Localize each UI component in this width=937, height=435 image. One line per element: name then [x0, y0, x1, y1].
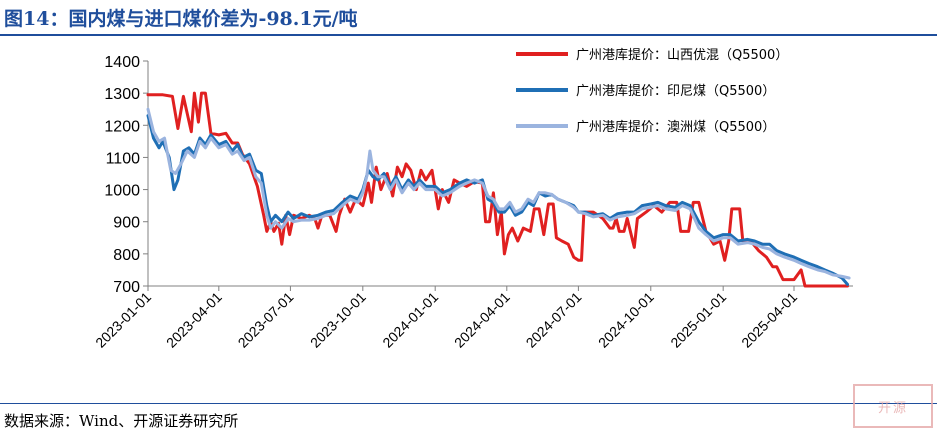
x-tick-label: 2024-10-01	[595, 289, 657, 351]
x-tick-label: 2025-04-01	[738, 289, 800, 351]
series-layer	[146, 91, 851, 288]
y-tick-label: 1200	[104, 118, 140, 135]
title-divider	[0, 34, 937, 36]
legend-label-1: 广州港库提价：山西优混（Q5500）	[576, 47, 788, 63]
x-tick-label: 2024-04-01	[451, 289, 513, 351]
y-tick-label: 1300	[104, 86, 140, 103]
y-tick-label: 700	[113, 279, 140, 296]
coal-price-line-chart: 1400 1300 1200 1100 1000 900 800 700 2023-01-01…	[92, 47, 853, 351]
x-tick-label: 2023-01-01	[92, 289, 154, 351]
watermark-logo: 开源	[853, 384, 933, 428]
y-tick-label: 900	[113, 215, 140, 232]
y-tick-label: 1100	[106, 150, 141, 167]
legend-label-2: 广州港库提价：印尼煤（Q5500）	[576, 83, 775, 99]
page-title: 图14：国内煤与进口煤价差为-98.1元/吨	[4, 8, 358, 30]
x-tick-label: 2023-07-01	[235, 289, 297, 351]
source-note: 数据来源：Wind、开源证券研究所	[4, 412, 239, 430]
series-line-2	[146, 114, 849, 286]
x-tick-label: 2023-04-01	[163, 289, 225, 351]
y-tick-label: 1000	[104, 183, 140, 200]
x-tick-label: 2024-07-01	[523, 289, 585, 351]
y-axis: 1400 1300 1200 1100 1000 900 800 700	[104, 54, 149, 296]
x-tick-label: 2025-01-01	[667, 289, 729, 351]
x-axis: 2023-01-01 2023-04-01 2023-07-01 2023-10-01…	[92, 285, 853, 351]
x-tick-label: 2024-01-01	[379, 289, 441, 351]
y-tick-label: 1400	[104, 54, 140, 71]
series-line-3	[146, 107, 851, 280]
source-divider	[0, 403, 937, 404]
legend-label-3: 广州港库提价：澳洲煤（Q5500）	[576, 119, 775, 135]
y-tick-label: 800	[113, 247, 140, 264]
legend: 广州港库提价：山西优混（Q5500） 广州港库提价：印尼煤（Q5500） 广州港库提…	[516, 47, 788, 135]
x-tick-label: 2023-10-01	[307, 289, 369, 351]
